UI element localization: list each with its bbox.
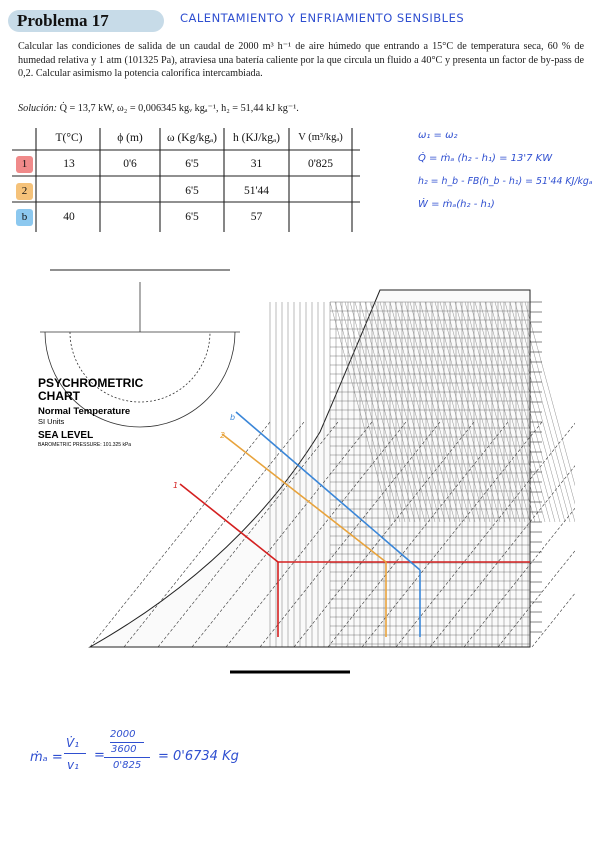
note-work: Ẇ = ṁₐ(h₂ - h₁) <box>418 199 495 210</box>
problem-title: Problema 17 <box>17 11 109 30</box>
table-cell: 13 <box>63 158 75 170</box>
mass-flow-lhs: ṁₐ = <box>30 750 63 765</box>
row-tag-2: 2 <box>16 183 33 200</box>
table-cell: 31 <box>250 158 263 170</box>
table-cell: 57 <box>250 211 263 223</box>
process-line-pointb <box>235 411 421 637</box>
row-tag-b: b <box>16 209 33 226</box>
table-cell: 6'5 <box>185 211 199 223</box>
note-heat-power: Q̇ = ṁₐ (h₂ - h₁) = 13'7 KW <box>418 153 553 164</box>
mass-flow-result: = 0'6734 Kg <box>158 749 239 764</box>
fraction-bar-2a <box>110 742 144 743</box>
mass-flow-frac1-den: v₁ <box>67 758 79 772</box>
note-enthalpy-bypass: h₂ = h_b - FB(h_b - h₁) = 51'44 KJ/kgₐ <box>418 176 593 187</box>
chart-title-line2: CHART <box>38 389 81 403</box>
mass-flow-frac2-den: 0'825 <box>113 760 142 771</box>
table-header-relative-humidity: ϕ (m) <box>117 132 143 144</box>
mass-flow-frac1-num: V̇₁ <box>66 736 80 750</box>
fraction-bar-1 <box>64 753 86 754</box>
psychrometric-chart: PSYCHROMETRIC CHART Normal Temperature S… <box>30 262 575 692</box>
mass-flow-eq: = <box>94 748 105 763</box>
handwritten-heading: CALENTAMIENTO Y ENFRIAMIENTO SENSIBLES <box>180 11 465 25</box>
point-label-2: 2 <box>220 431 225 440</box>
chart-subtitle-si-units: SI Units <box>38 417 65 426</box>
state-table-grid <box>12 128 360 232</box>
mass-flow-frac2-num-top: 2000 <box>110 729 136 740</box>
chart-barometric-pressure: BAROMETRIC PRESSURE: 101.325 kPa <box>38 442 131 448</box>
chart-title-line1: PSYCHROMETRIC <box>38 376 144 390</box>
table-header-humidity-ratio: ω (Kg/kgₐ) <box>167 132 217 144</box>
row-tag-1: 1 <box>16 156 33 173</box>
table-header-specific-volume: V (m³/kgₐ) <box>298 132 343 143</box>
table-cell: 0'825 <box>307 158 334 170</box>
solution-text: Q̇ = 13,7 kW, ω₂ = 0,006345 kgᵥ kgₐ⁻¹, h… <box>59 103 299 114</box>
table-cell: 51'44 <box>243 185 270 197</box>
process-line-point1 <box>179 483 530 637</box>
fraction-bar-2 <box>104 757 150 758</box>
mass-flow-frac2-num-bottom: 3600 <box>111 744 137 755</box>
table-cell: 40 <box>63 211 75 223</box>
point-label-1: 1 <box>173 481 178 490</box>
chart-subtitle-normal-temp: Normal Temperature <box>38 406 130 417</box>
process-line-point2 <box>221 433 387 637</box>
table-cell: 0'6 <box>123 158 137 170</box>
table-cell: 6'5 <box>185 185 199 197</box>
point-label-b: b <box>230 413 235 422</box>
chart-subtitle-sea-level: SEA LEVEL <box>38 430 93 441</box>
table-header-enthalpy: h (KJ/kgₐ) <box>233 132 280 144</box>
note-omega-equal: ω₁ = ω₂ <box>418 130 458 141</box>
solution-line: Solución: Q̇ = 13,7 kW, ω₂ = 0,006345 kg… <box>18 102 584 115</box>
title-highlight <box>8 10 164 32</box>
table-header-temperature: T(°C) <box>55 132 83 144</box>
solution-label: Solución: <box>18 103 58 114</box>
problem-statement: Calcular las condiciones de salida de un… <box>18 41 584 80</box>
table-cell: 6'5 <box>185 158 199 170</box>
